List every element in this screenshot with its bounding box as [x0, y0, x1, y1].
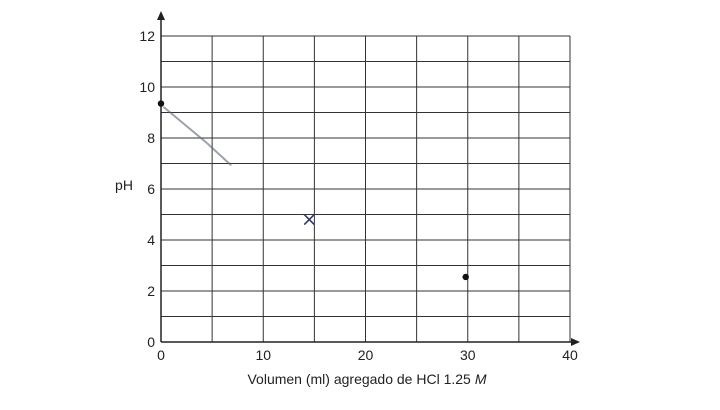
grid [161, 35, 571, 342]
x-axis-label-unit: M [475, 371, 487, 387]
y-axis-label: pH [115, 177, 133, 193]
cross-mark-stroke [303, 214, 315, 226]
data-marks [157, 100, 469, 281]
y-tick-label: 0 [147, 334, 155, 350]
x-tick-label: 0 [157, 347, 165, 363]
data-point [462, 273, 469, 281]
y-tick-label: 8 [147, 130, 155, 146]
y-tick-label: 2 [147, 283, 155, 299]
x-axis-arrow [571, 338, 580, 346]
hand-drawn-segment [163, 106, 232, 166]
y-tick-label: 4 [147, 232, 155, 248]
y-axis-arrow [157, 11, 165, 20]
y-tick-label: 12 [139, 28, 155, 44]
x-tick-label: 30 [460, 347, 476, 363]
y-tick-label: 6 [147, 181, 155, 197]
data-point [157, 100, 165, 107]
axes [157, 11, 580, 346]
x-tick-label: 40 [562, 347, 578, 363]
cross-mark [303, 214, 315, 226]
x-axis-label: Volumen (ml) agregado de HCl 1.25 M [247, 371, 486, 387]
x-tick-label: 10 [255, 347, 271, 363]
x-axis-label-text: Volumen (ml) agregado de HCl 1.25 [247, 371, 471, 387]
tick-labels: 0 10 20 30 40 0 2 4 6 8 10 12 [139, 28, 578, 363]
y-tick-label: 10 [139, 79, 155, 95]
x-tick-label: 20 [358, 347, 374, 363]
